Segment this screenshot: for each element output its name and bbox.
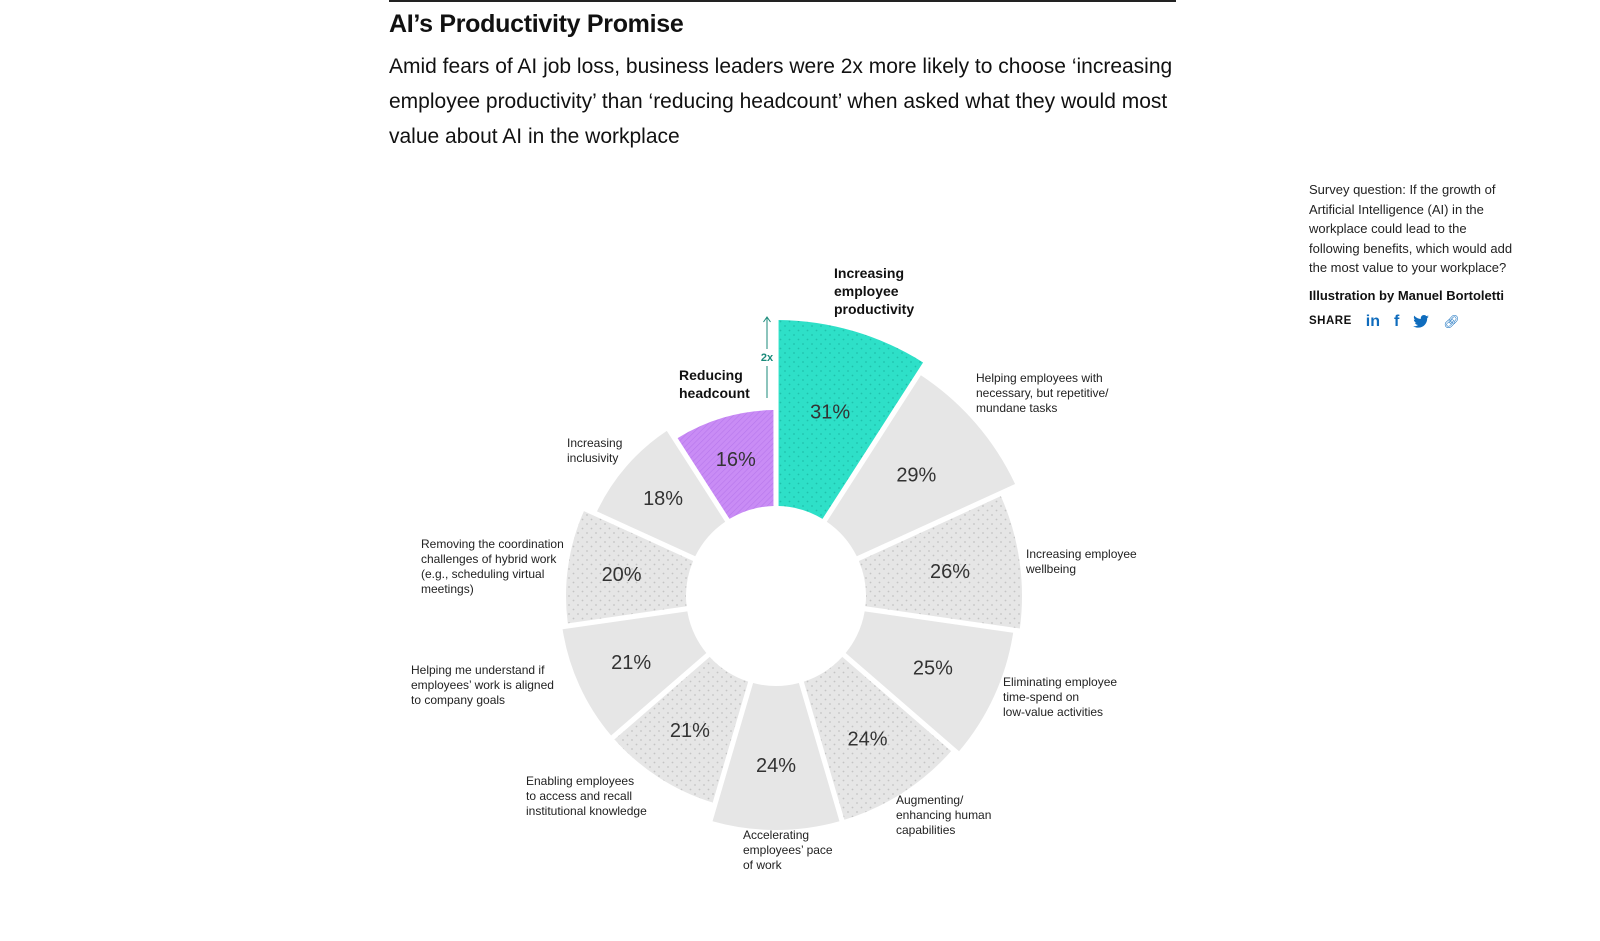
link-icon[interactable]: 🔗︎ [1443, 313, 1460, 329]
twitter-icon[interactable] [1413, 314, 1430, 328]
wedge-category-label: Enabling employees [526, 774, 634, 788]
2x-annotation: 2x [761, 316, 774, 398]
wedge-value: 24% [756, 755, 796, 777]
sidebar: Survey question: If the growth of Artifi… [1309, 180, 1519, 331]
wedge-category-label: challenges of hybrid work [421, 552, 557, 566]
wedge-value: 31% [810, 401, 850, 423]
wedge-category-label: productivity [834, 301, 914, 317]
wedge-category-label: mundane tasks [976, 401, 1057, 415]
chart-wedge [566, 511, 694, 624]
facebook-icon[interactable]: f [1393, 312, 1400, 330]
wedge-category-label: (e.g., scheduling virtual [421, 567, 544, 581]
wedge-category-label: institutional knowledge [526, 804, 647, 818]
wedge-category-label: Increasing [834, 265, 904, 281]
wedge-category-label: headcount [679, 385, 750, 401]
wedge-value: 21% [611, 652, 651, 674]
wedge-category-label: wellbeing [1025, 562, 1076, 576]
wedge-category-label: of work [743, 858, 783, 872]
wedge-category-label: employees’ work is aligned [411, 678, 554, 692]
wedge-value: 26% [930, 561, 970, 583]
wedge-category-label: Increasing employee [1026, 547, 1137, 561]
linkedin-icon[interactable]: in [1365, 312, 1380, 330]
wedge-category-label: time-spend on [1003, 690, 1079, 704]
survey-question: Survey question: If the growth of Artifi… [1309, 182, 1513, 276]
top-rule [389, 0, 1176, 2]
wedge-category-label: capabilities [896, 823, 955, 837]
wedge-category-label: Helping me understand if [411, 663, 545, 677]
wedge-category-label: Reducing [679, 367, 743, 383]
chart-wedge [845, 611, 1014, 752]
wedge-category-label: employee [834, 283, 899, 299]
wedge-category-label: necessary, but repetitive/ [976, 386, 1109, 400]
wedge-value: 21% [670, 720, 710, 742]
wedge-category-label: to access and recall [526, 789, 632, 803]
wedge-value: 25% [913, 658, 953, 680]
wedge-category-label: employees’ pace [743, 843, 833, 857]
wedge-category-label: inclusivity [567, 451, 618, 465]
wedge-category-label: Accelerating [743, 828, 809, 842]
wedge-category-label: to company goals [411, 693, 505, 707]
wedge-category-label: Eliminating employee [1003, 675, 1117, 689]
wedge-value: 16% [716, 449, 756, 471]
page-title: AI’s Productivity Promise [389, 10, 684, 38]
chart-wedge [614, 656, 749, 803]
wedge-category-label: enhancing human [896, 808, 991, 822]
2x-label: 2x [761, 352, 774, 364]
wedge-value: 18% [643, 488, 683, 510]
chart-wedge [677, 410, 774, 519]
wedge-value: 24% [847, 728, 887, 750]
wedge-value: 29% [896, 464, 936, 486]
chart-wedge [778, 320, 924, 519]
chart-wedge [858, 496, 1023, 629]
radial-bar-chart: 31% 29% 26% 25% 24% 24% 21% 21% 20% 18% 16% Increa… [411, 265, 1137, 872]
illustration-credit: Illustration by Manuel Bortoletti [1309, 287, 1505, 303]
wedge-category-label: meetings) [421, 582, 474, 596]
wedge-value: 20% [602, 564, 642, 586]
chart-wedge [712, 683, 840, 830]
wedge-category-label: Helping employees with [976, 371, 1103, 385]
wedge-category-label: Augmenting/ [896, 793, 964, 807]
wedge-category-label: low-value activities [1003, 705, 1103, 719]
wedge-category-label: Increasing [567, 436, 622, 450]
chart-wedge [596, 430, 726, 557]
chart-wedge [826, 375, 1016, 557]
chart-wedge [803, 656, 952, 820]
page-subtitle: Amid fears of AI job loss, business lead… [389, 55, 1173, 148]
share-label: SHARE [1309, 314, 1352, 327]
wedge-category-label: Removing the coordination [421, 537, 564, 551]
share-row: SHARE in f 🔗︎ [1309, 312, 1519, 332]
chart-wedge [562, 611, 707, 736]
